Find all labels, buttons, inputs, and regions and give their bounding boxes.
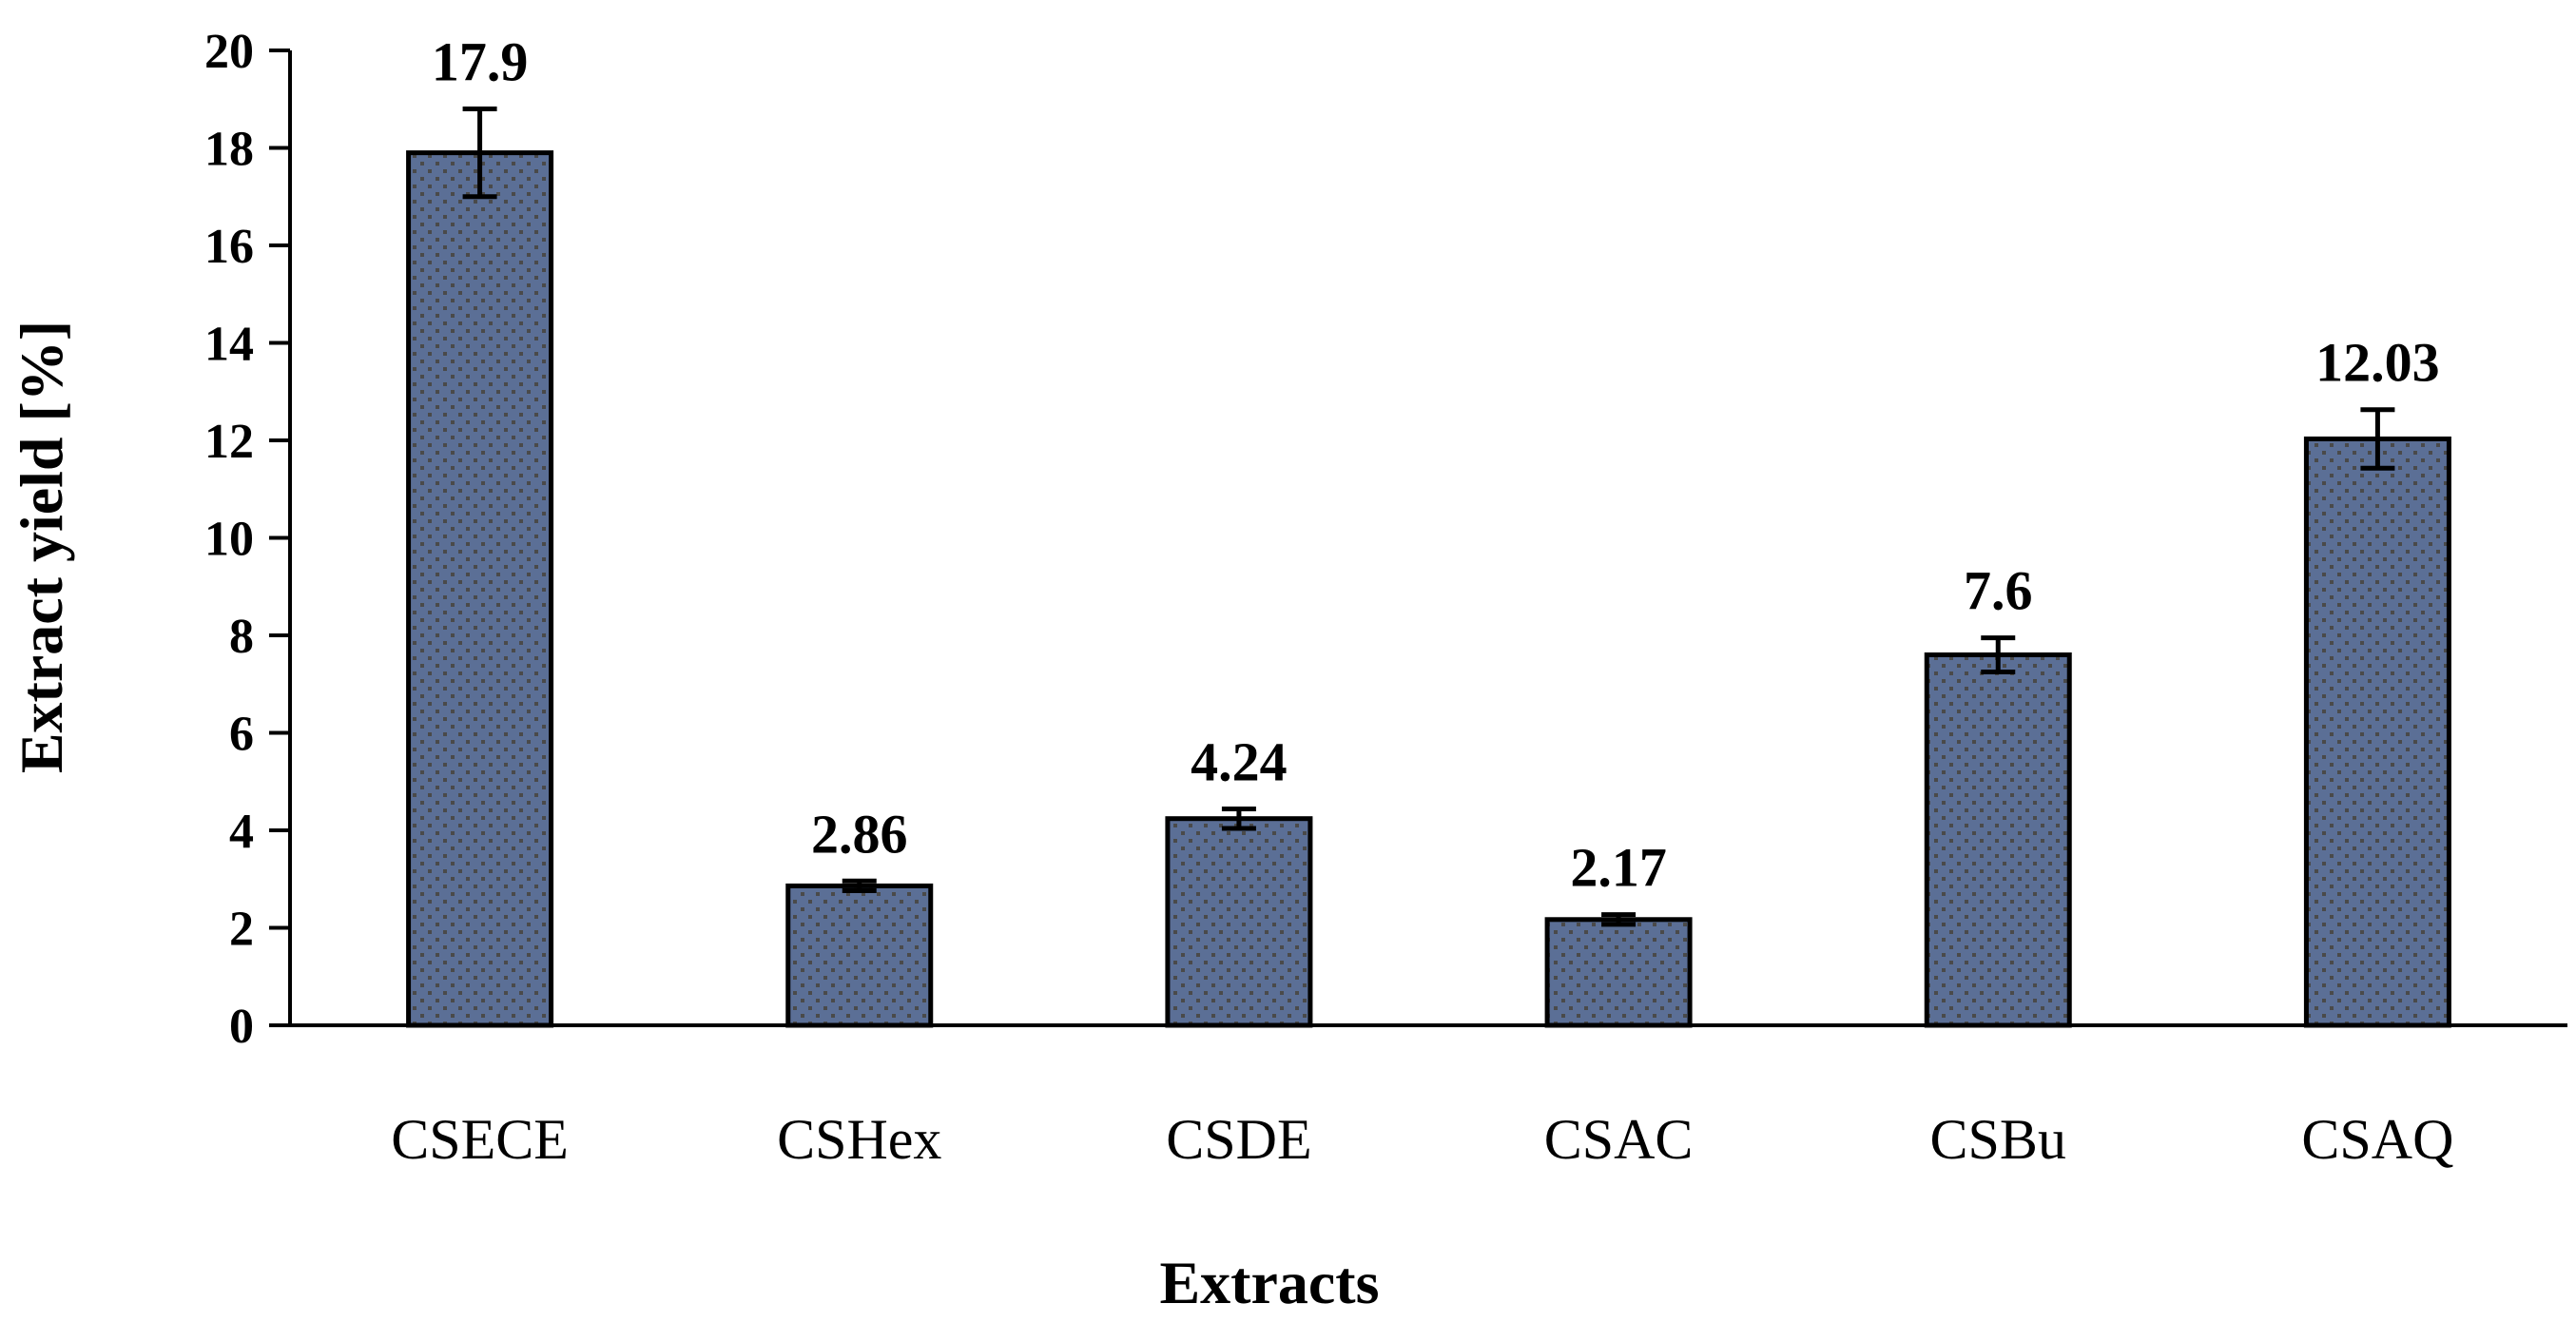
x-tick-label: CSDE — [1166, 1108, 1311, 1171]
y-tick-label: 10 — [204, 513, 254, 567]
data-label: 2.17 — [1570, 837, 1667, 899]
y-tick-label: 4 — [229, 805, 254, 859]
bar — [1544, 917, 1693, 1028]
x-tick-label: CSAC — [1544, 1108, 1694, 1171]
y-tick-label: 0 — [229, 1000, 254, 1054]
bar — [1924, 652, 2072, 1028]
y-tick-label: 20 — [204, 25, 254, 79]
y-tick-label: 18 — [204, 123, 254, 177]
y-tick-label: 14 — [204, 318, 254, 372]
bar — [2303, 436, 2451, 1028]
y-tick-label: 16 — [204, 220, 254, 274]
data-label: 12.03 — [2315, 332, 2440, 394]
data-label: 17.9 — [432, 31, 529, 93]
data-label: 2.86 — [811, 803, 908, 865]
bar — [785, 883, 934, 1028]
data-label: 7.6 — [1964, 560, 2033, 622]
x-axis-title: Extracts — [1159, 1249, 1379, 1316]
y-tick-label: 12 — [204, 415, 254, 469]
x-tick-label: CSBu — [1930, 1108, 2066, 1171]
x-tick-label: CSHex — [777, 1108, 941, 1171]
y-axis-title: Extract yield [%] — [8, 321, 75, 773]
bar — [1165, 816, 1313, 1028]
data-label: 4.24 — [1191, 730, 1288, 792]
y-tick-label: 2 — [229, 903, 254, 957]
bar — [406, 150, 554, 1028]
x-tick-label: CSECE — [391, 1108, 569, 1171]
y-tick-label: 6 — [229, 708, 254, 762]
x-tick-label: CSAQ — [2301, 1108, 2453, 1171]
y-tick-label: 8 — [229, 610, 254, 664]
